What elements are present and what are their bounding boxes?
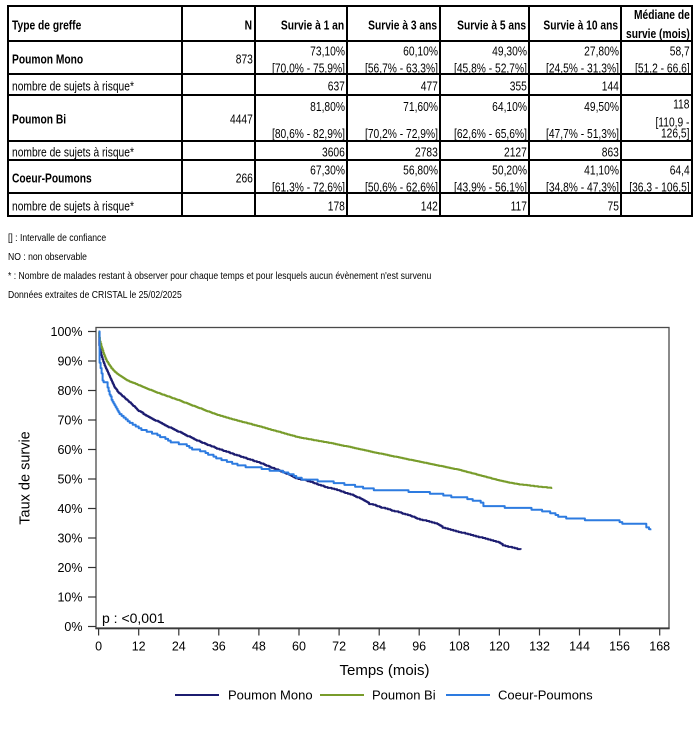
svg-text:Temps (mois): Temps (mois) <box>339 662 429 679</box>
svg-text:10%: 10% <box>57 590 82 604</box>
svg-text:30%: 30% <box>57 531 82 545</box>
svg-text:156: 156 <box>609 640 630 654</box>
svg-text:108: 108 <box>449 640 470 654</box>
svg-text:120: 120 <box>489 640 510 654</box>
svg-text:20%: 20% <box>57 561 82 575</box>
svg-text:168: 168 <box>649 640 670 654</box>
svg-text:24: 24 <box>172 640 186 654</box>
svg-text:72: 72 <box>332 640 346 654</box>
svg-text:Poumon Bi: Poumon Bi <box>372 688 436 703</box>
svg-text:100%: 100% <box>51 325 83 339</box>
svg-text:80%: 80% <box>57 384 82 398</box>
svg-text:36: 36 <box>212 640 226 654</box>
svg-text:144: 144 <box>569 640 590 654</box>
svg-text:Taux de survie: Taux de survie <box>18 431 34 525</box>
svg-text:40%: 40% <box>57 502 82 516</box>
svg-text:70%: 70% <box>57 413 82 427</box>
svg-text:0: 0 <box>95 640 102 654</box>
svg-text:0%: 0% <box>64 620 82 634</box>
svg-text:84: 84 <box>372 640 386 654</box>
svg-text:60%: 60% <box>57 443 82 457</box>
svg-text:48: 48 <box>252 640 266 654</box>
svg-text:Coeur-Poumons: Coeur-Poumons <box>498 688 593 703</box>
svg-text:60: 60 <box>292 640 306 654</box>
svg-text:96: 96 <box>412 640 426 654</box>
svg-text:p : <0,001: p : <0,001 <box>102 610 165 626</box>
svg-text:90%: 90% <box>57 354 82 368</box>
svg-text:Poumon Mono: Poumon Mono <box>228 688 313 703</box>
svg-text:132: 132 <box>529 640 550 654</box>
svg-text:12: 12 <box>132 640 146 654</box>
svg-text:50%: 50% <box>57 472 82 486</box>
